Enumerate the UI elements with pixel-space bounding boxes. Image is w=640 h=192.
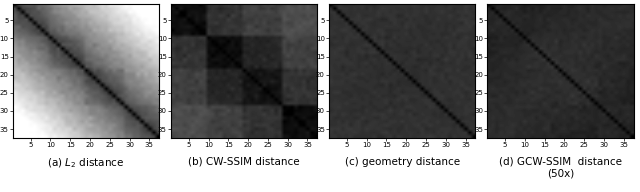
- X-axis label: (a) $L_2$ distance: (a) $L_2$ distance: [47, 157, 125, 170]
- X-axis label: (c) geometry distance: (c) geometry distance: [345, 157, 460, 167]
- X-axis label: (b) CW-SSIM distance: (b) CW-SSIM distance: [188, 157, 300, 167]
- X-axis label: (d) GCW-SSIM  distance
(50x): (d) GCW-SSIM distance (50x): [499, 157, 622, 178]
